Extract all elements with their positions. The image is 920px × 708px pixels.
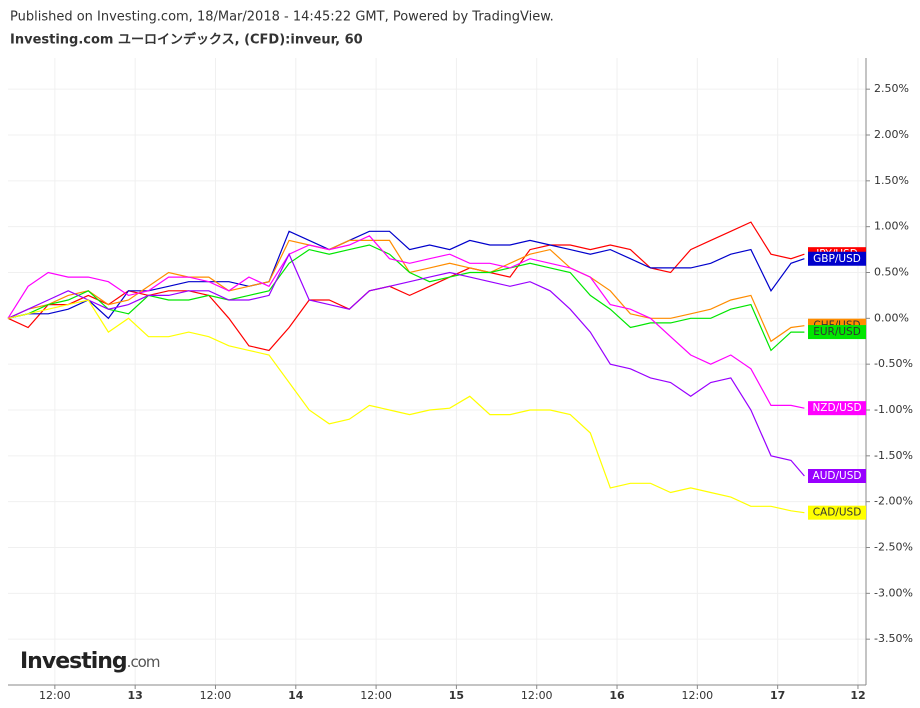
x-tick-label: 15 [449, 689, 464, 702]
x-tick-label: 17 [770, 689, 785, 702]
y-tick-label: -1.50% [874, 449, 913, 462]
x-tick-label: 13 [128, 689, 143, 702]
series-line [7, 235, 805, 409]
series-label-box [808, 469, 866, 483]
y-tick-label: -0.50% [874, 357, 913, 370]
y-tick-label: -3.00% [874, 586, 913, 599]
series-label-box [808, 401, 866, 416]
grid [8, 58, 866, 685]
series-label-box [808, 505, 866, 520]
y-tick-label: 2.50% [874, 82, 909, 95]
legend-label: GBP/USD [813, 253, 861, 265]
y-tick-label: -2.50% [874, 541, 913, 554]
x-tick-label: 14 [288, 689, 304, 702]
x-tick-label: 12:00 [200, 689, 232, 702]
x-tick-label: 12:00 [39, 689, 71, 702]
chart-title: Investing.com ユーロインデックス, (CFD):inveur, 6… [10, 32, 363, 48]
watermark-brand: Investing [20, 649, 127, 674]
legend-label: CAD/USD [813, 507, 862, 519]
y-tick-label: -3.50% [874, 632, 913, 645]
legend-label: AUD/USD [813, 470, 862, 482]
legend-label: EUR/USD [813, 326, 861, 338]
y-tick-label: 0.00% [874, 311, 909, 324]
y-tick-label: -2.00% [874, 495, 913, 508]
legend-label: NZD/USD [812, 402, 861, 414]
series-label-box [808, 251, 866, 266]
series-line [7, 252, 805, 477]
x-tick-label: 12 [850, 689, 865, 702]
x-tick-label: 12:00 [681, 689, 713, 702]
watermark: Investing.com [20, 649, 160, 674]
series-line [7, 244, 805, 352]
x-tick-label: 12:00 [521, 689, 553, 702]
x-tick-label: 12:00 [360, 689, 392, 702]
watermark-suffix: .com [127, 653, 160, 671]
series-label-box [808, 325, 866, 340]
series-line [7, 221, 805, 352]
x-tick-label: 16 [609, 689, 625, 702]
series-line [7, 299, 805, 514]
y-tick-label: 2.00% [874, 128, 909, 141]
y-tick-label: -1.00% [874, 403, 913, 416]
y-tick-label: 1.00% [874, 220, 909, 233]
y-tick-label: 1.50% [874, 174, 909, 187]
chart-subtitle: Published on Investing.com, 18/Mar/2018 … [10, 10, 554, 25]
y-tick-label: 0.50% [874, 266, 909, 279]
